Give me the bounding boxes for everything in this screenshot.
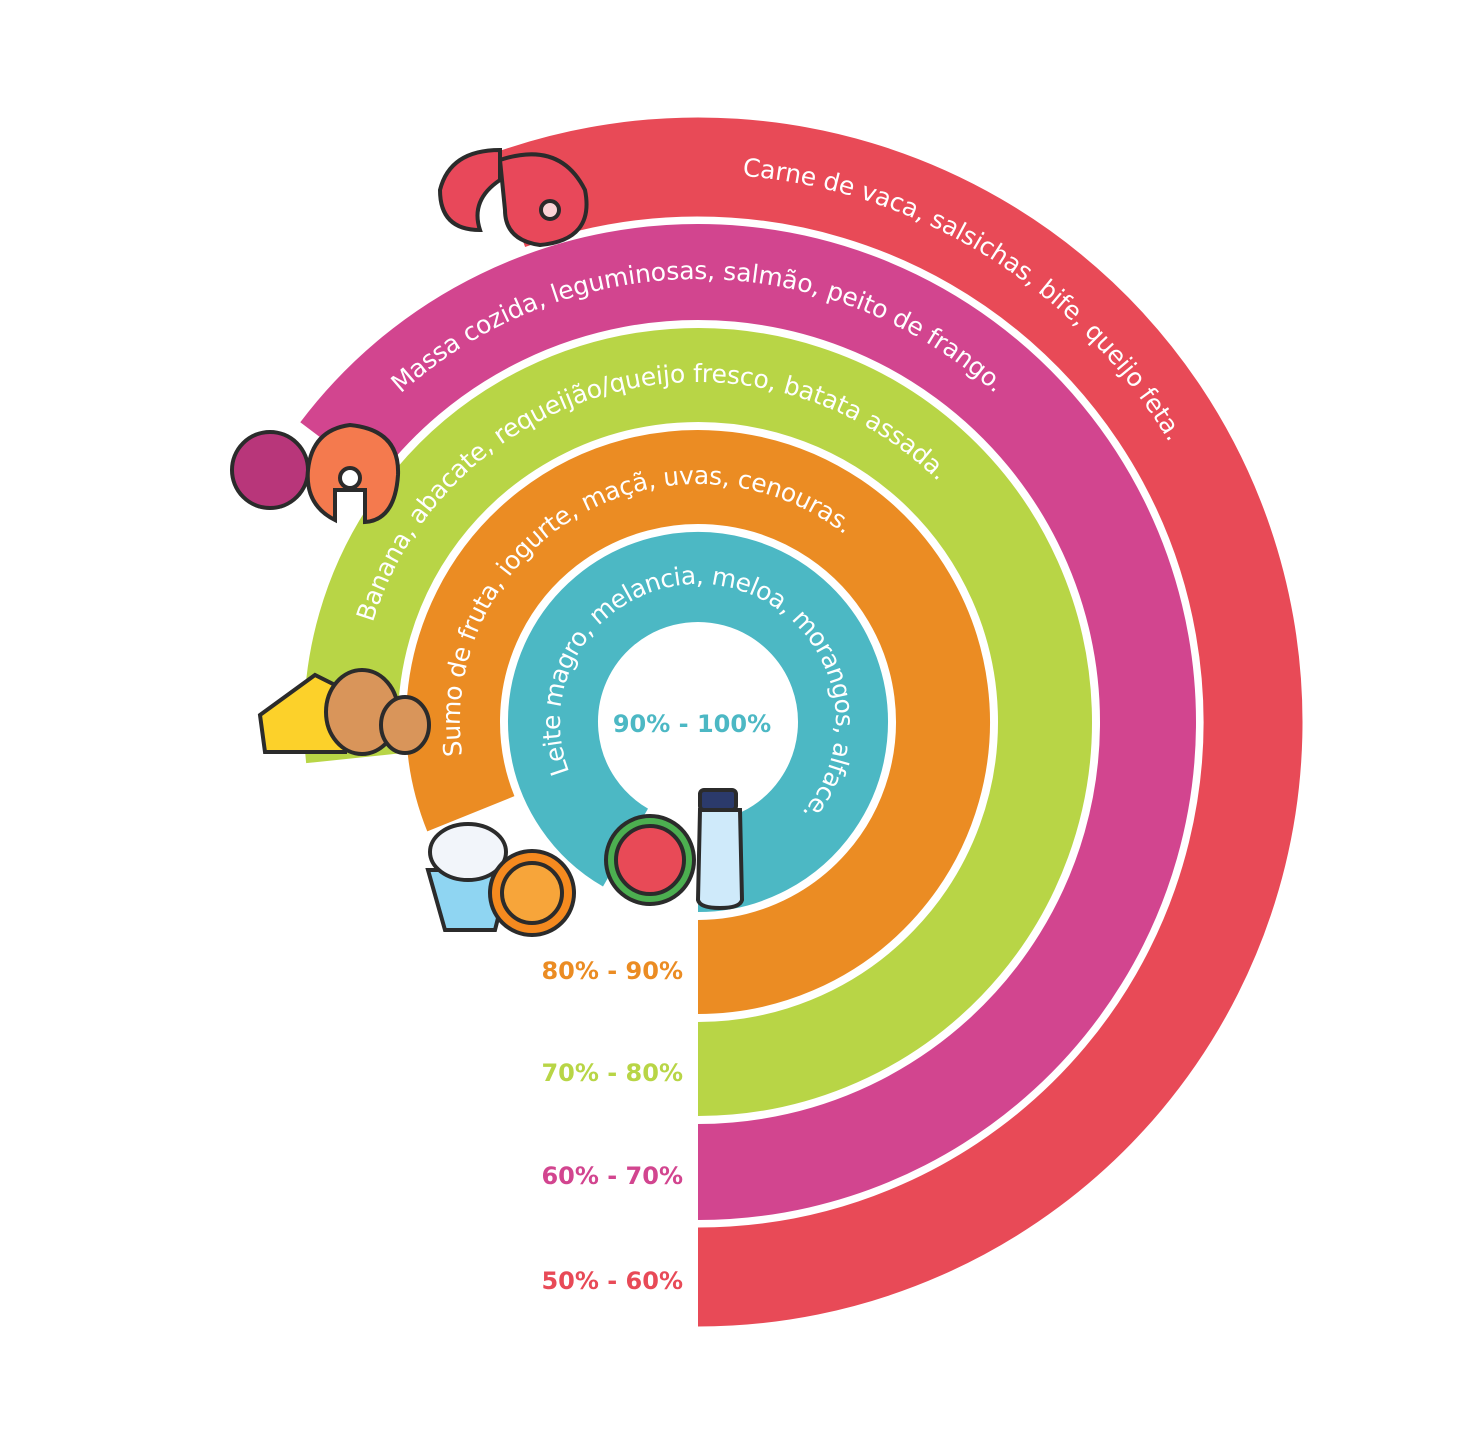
yogurt-orange-icon [425,822,576,937]
range-label: 80% - 90% [541,957,683,985]
ring-band [304,328,1092,1116]
ring-band [406,430,990,1014]
ring-band [508,532,888,912]
range-label: 90% - 100% [613,710,771,738]
range-label: 70% - 80% [541,1059,683,1087]
ring-band [491,117,1303,1327]
rings: Leite magro, melancia, meloa, morangos, … [300,117,1303,1327]
meat-icon [437,147,589,248]
watermelon-milk-icon [604,788,745,911]
ring-band [300,224,1196,1220]
cheese-potato-icon [257,668,431,756]
range-label: 50% - 60% [541,1267,683,1295]
salmon-icon [230,422,401,525]
icons [230,147,745,937]
range-label: 60% - 70% [541,1162,683,1190]
